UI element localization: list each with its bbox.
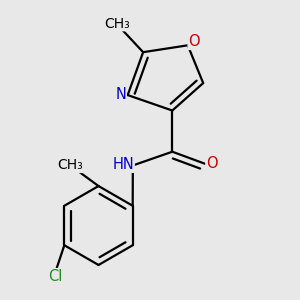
Text: O: O: [188, 34, 200, 50]
Text: N: N: [116, 87, 126, 102]
Text: HN: HN: [112, 157, 134, 172]
Text: Cl: Cl: [49, 268, 63, 284]
Text: CH₃: CH₃: [57, 158, 83, 172]
Text: O: O: [206, 155, 218, 170]
Text: CH₃: CH₃: [104, 17, 130, 31]
